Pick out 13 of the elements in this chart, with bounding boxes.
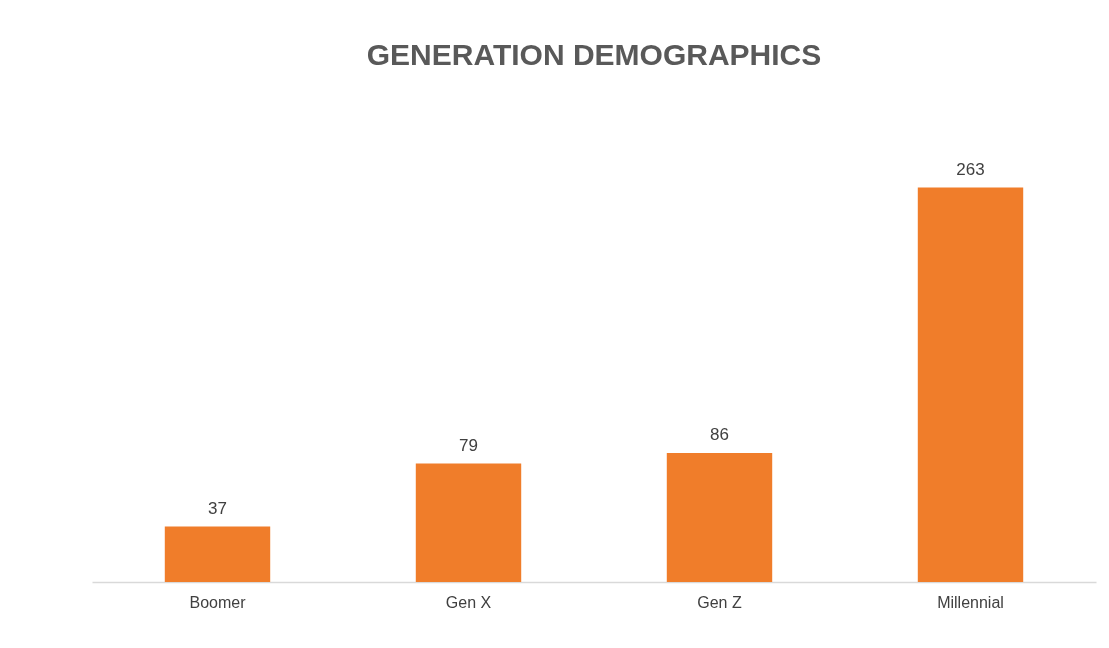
data-label: 263 (956, 159, 985, 179)
bar (164, 526, 271, 582)
data-label: 86 (710, 425, 729, 444)
bar (917, 187, 1024, 582)
x-tick-label: Gen X (445, 593, 492, 611)
bar (415, 463, 522, 582)
chart-title: GENERATION DEMOGRAPHICS (366, 37, 822, 71)
x-tick-label: Boomer (189, 593, 247, 611)
x-tick-label: Millennial (937, 593, 1004, 611)
data-label: 79 (459, 435, 478, 455)
bar (666, 453, 773, 582)
data-label: 37 (208, 498, 227, 518)
x-tick-label: Gen Z (697, 593, 742, 611)
